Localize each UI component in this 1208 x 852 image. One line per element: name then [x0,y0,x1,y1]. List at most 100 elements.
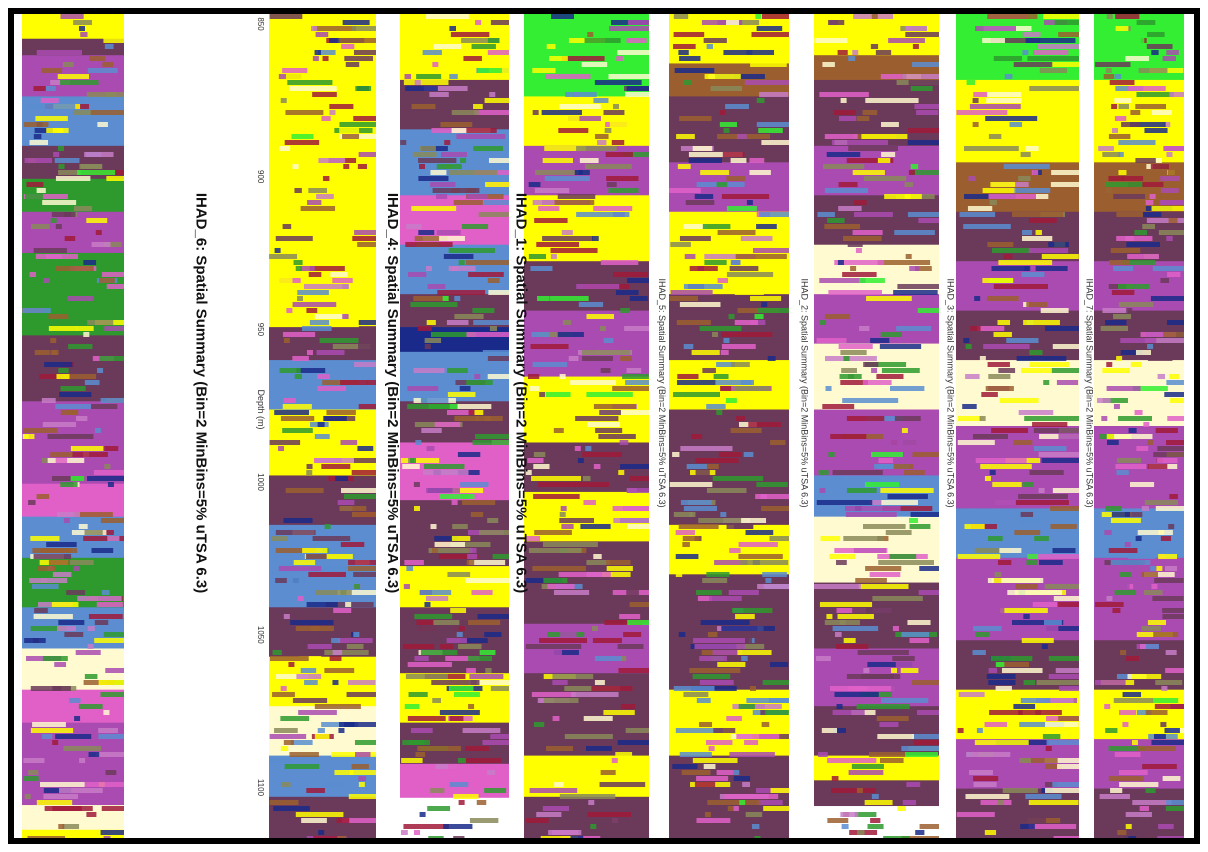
streak [967,206,993,211]
streak [1033,446,1067,451]
streak [879,722,899,727]
streak [487,50,509,55]
streak [23,776,39,781]
streak [424,464,465,469]
streak [734,386,770,391]
streak [433,44,462,49]
streak [846,416,885,421]
streak [42,200,77,205]
streak [87,68,118,73]
streak [1135,104,1167,109]
strip-1 [22,14,124,838]
streak [525,644,582,649]
streak [626,38,647,43]
streak [706,740,733,745]
streak [608,74,649,79]
streak [1104,446,1111,451]
streak [23,194,68,199]
streak [1046,740,1079,745]
streak [290,620,334,625]
streak [48,314,69,319]
streak [756,26,783,31]
streak [400,830,408,835]
streak [593,464,601,469]
streak [1147,344,1154,349]
streak [434,536,458,541]
streak [24,794,31,799]
streak [78,524,88,529]
streak [447,368,468,373]
streak [1052,344,1079,349]
depth-tick-1100: 1100 [256,779,265,797]
streak [892,626,899,631]
streak [426,320,436,325]
streak [1115,464,1147,469]
streak [755,14,762,19]
streak [1152,266,1184,271]
streak [1110,788,1123,793]
streak [753,248,789,253]
streak [725,104,749,109]
streak [538,206,560,211]
streak [536,242,579,247]
streak [1160,722,1167,727]
streak [84,380,100,385]
streak [912,452,939,457]
streak [757,584,789,589]
streak [1027,56,1079,61]
streak [891,668,898,673]
streak [729,752,775,757]
streak [297,290,329,295]
streak [721,332,773,337]
streak [468,620,501,625]
streak [94,428,101,433]
streak [1052,488,1079,493]
streak [746,200,753,205]
streak [702,368,716,373]
streak [969,770,993,775]
streak [284,140,320,145]
streak [1050,506,1079,511]
streak [83,260,97,265]
streak [58,824,65,829]
streak [306,788,325,793]
streak [600,770,616,775]
streak [333,608,352,613]
streak [324,524,331,529]
streak [26,182,44,187]
streak [342,20,370,25]
streak [594,80,642,85]
streak [895,662,917,667]
streak [538,482,576,487]
streak [829,554,856,559]
streak [1105,68,1112,73]
streak [308,188,328,193]
streak [856,788,863,793]
streak [406,566,414,571]
streak [1108,548,1138,553]
streak [436,194,448,199]
streak [282,224,292,229]
streak [604,818,631,823]
streak [712,476,764,481]
streak [1113,404,1120,409]
streak [576,212,630,217]
streak [998,368,1016,373]
streak [976,728,983,733]
streak [55,734,92,739]
gutter-6 [939,14,956,838]
streak [680,500,712,505]
streak [1051,170,1079,175]
streak [474,374,481,379]
streak [840,350,867,355]
streak [603,110,625,115]
streak [357,242,376,247]
streak [471,590,493,595]
streak [1102,398,1128,403]
streak [1168,218,1178,223]
streak [756,98,765,103]
streak [465,578,509,583]
streak [718,452,742,457]
streak [570,596,599,601]
streak [1130,482,1155,487]
